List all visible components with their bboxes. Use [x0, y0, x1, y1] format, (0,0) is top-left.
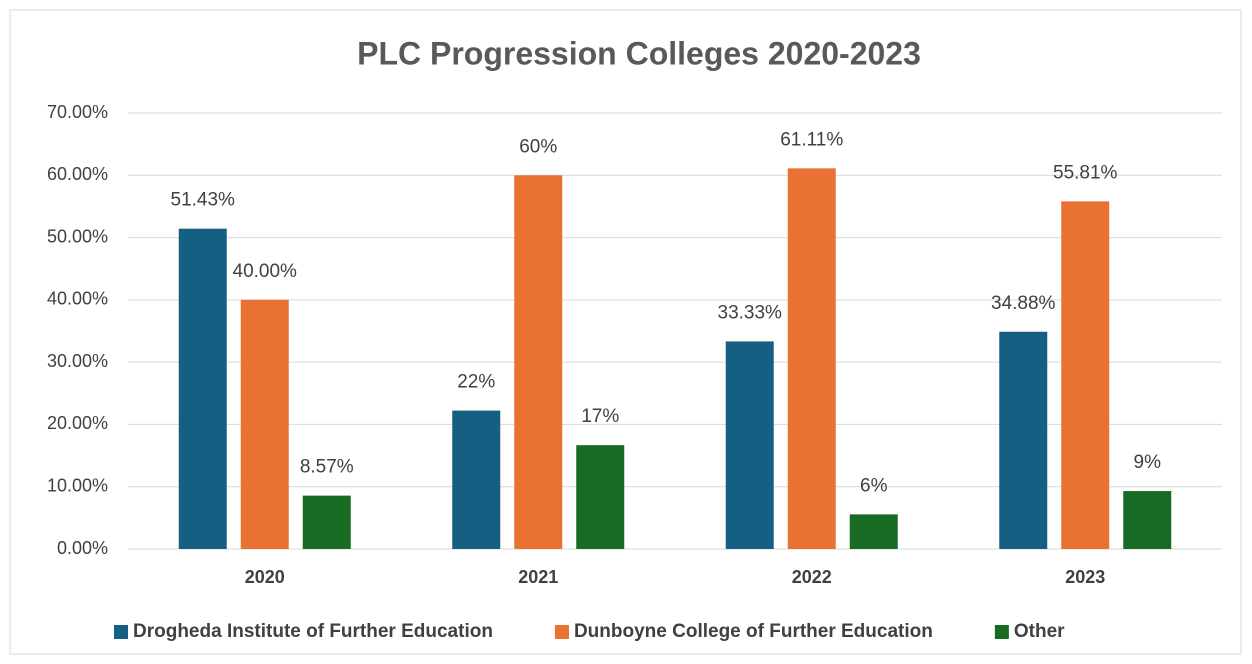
value-label: 17%: [581, 406, 619, 427]
value-label: 33.33%: [718, 302, 783, 323]
legend-label: Dunboyne College of Further Education: [574, 621, 933, 642]
legend-label: Drogheda Institute of Further Education: [133, 621, 493, 642]
value-label: 60%: [519, 136, 557, 157]
bar: [787, 168, 836, 549]
bar: [849, 514, 898, 549]
y-tick-label: 30.00%: [47, 351, 108, 371]
y-tick-label: 10.00%: [47, 475, 108, 495]
x-tick-label: 2020: [245, 567, 285, 587]
bar: [1061, 201, 1110, 549]
value-label: 61.11%: [780, 129, 843, 150]
legend-label: Other: [1014, 621, 1065, 642]
chart-title: PLC Progression Colleges 2020-2023: [357, 35, 921, 71]
value-label: 51.43%: [171, 190, 236, 211]
y-tick-label: 50.00%: [47, 226, 108, 246]
legend-swatch: [554, 625, 569, 639]
value-label: 8.57%: [300, 457, 354, 478]
bar: [178, 228, 227, 550]
bar: [576, 445, 625, 549]
x-tick-label: 2022: [792, 567, 832, 587]
y-tick-label: 40.00%: [47, 289, 108, 309]
x-tick-label: 2021: [518, 567, 558, 587]
value-label: 40.00%: [233, 261, 298, 282]
bar: [240, 299, 289, 549]
bar: [514, 175, 563, 550]
bar: [725, 341, 774, 549]
y-tick-label: 20.00%: [47, 413, 108, 433]
legend-swatch: [114, 625, 128, 639]
y-tick-label: 60.00%: [47, 164, 108, 184]
value-label: 9%: [1134, 452, 1162, 473]
value-label: 34.88%: [991, 293, 1056, 314]
bar: [452, 410, 501, 549]
x-tick-label: 2023: [1065, 567, 1105, 587]
value-label: 22%: [457, 372, 495, 393]
value-label: 6%: [860, 475, 888, 496]
y-tick-label: 70.00%: [47, 102, 108, 122]
bar: [999, 331, 1048, 549]
value-label: 55.81%: [1053, 162, 1118, 183]
legend-swatch: [994, 625, 1009, 639]
bar: [302, 495, 351, 549]
y-tick-label: 0.00%: [57, 538, 108, 558]
bar: [1123, 491, 1172, 549]
